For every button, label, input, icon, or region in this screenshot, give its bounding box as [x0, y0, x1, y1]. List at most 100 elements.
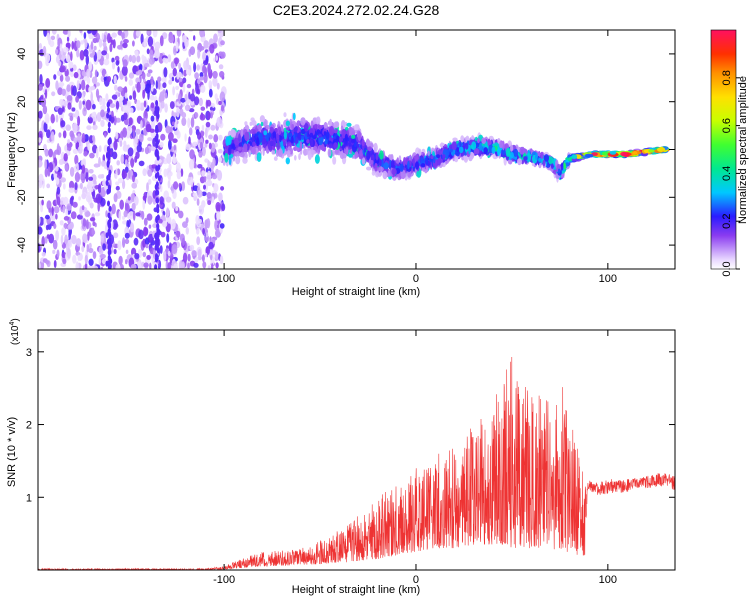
spectrogram-streak-cell	[108, 138, 112, 145]
spectrogram-signal-cell	[420, 163, 426, 168]
spectrogram-noise-cell	[203, 60, 209, 66]
spectrogram-streak-cell	[107, 254, 111, 261]
spectrogram-noise-cell	[60, 234, 64, 245]
spectrogram-noise-cell	[128, 79, 133, 86]
spectrogram-signal-cell	[437, 149, 442, 156]
spectrogram-noise-cell	[168, 35, 175, 44]
spectrogram-signal-cell	[557, 168, 561, 174]
spectrogram-noise-cell	[85, 171, 89, 183]
snr-xtick-label: 100	[599, 574, 617, 586]
spectrogram-signal-cell	[318, 135, 324, 146]
spectrogram-noise-cell	[85, 99, 92, 111]
colorbar-ticks: 0.0 0.2 0.4 0.6 0.8	[721, 70, 740, 277]
spectrogram-noise-cell	[85, 211, 91, 217]
spectrogram-noise-cell	[66, 247, 71, 259]
spectrogram-noise-cell	[95, 147, 99, 159]
spectrogram-noise-cell	[145, 123, 152, 133]
spectrogram-noise-cell	[100, 119, 105, 127]
spectrogram-noise-cell	[214, 219, 218, 231]
spectrogram-noise-cell	[72, 64, 77, 71]
spectrogram-noise-cell	[202, 261, 207, 269]
spectrogram-streak-cell	[107, 121, 111, 128]
spectrogram-noise-cell	[219, 71, 225, 78]
spectrogram-noise-cell	[42, 105, 48, 115]
spectrogram-noise-cell	[128, 156, 131, 163]
spectrogram-signal-cell	[333, 121, 339, 129]
spectrogram-noise-cell	[132, 174, 135, 183]
spectrogram-signal-cell	[234, 137, 240, 146]
spectrogram-noise-cell	[198, 150, 203, 158]
spectrogram-noise-cell	[202, 228, 206, 235]
spectrogram-noise-cell	[113, 232, 119, 239]
spectrogram-noise-cell	[212, 103, 215, 108]
spectrogram-noise-cell	[133, 195, 139, 206]
spectrogram-noise-cell	[188, 91, 191, 100]
figure-title: C2E3.2024.272.02.24.G28	[273, 2, 440, 18]
spectrogram-noise-cell	[131, 55, 137, 64]
spectrogram-noise-cell	[144, 146, 150, 155]
spectrogram-noise-cell	[116, 160, 120, 166]
spectrogram-noise-cell	[173, 144, 177, 151]
spectrogram-noise-cell	[215, 201, 221, 212]
spectrogram-noise-cell	[169, 101, 175, 110]
spectrogram-noise-cell	[133, 237, 139, 246]
spectrogram-noise-cell	[113, 193, 118, 203]
spectrogram-signal-cell	[265, 133, 269, 142]
spectrogram-noise-cell	[128, 117, 133, 126]
spectrogram-noise-cell	[94, 69, 98, 78]
spectrogram-noise-cell	[115, 117, 121, 123]
spectrogram-noise-cell	[43, 216, 46, 228]
spectrogram-signal-cell	[239, 152, 245, 158]
spectrogram-signal-cell	[378, 166, 384, 172]
spectrogram-xtick-label: 100	[599, 273, 617, 285]
spectrogram-noise-cell	[216, 170, 223, 181]
spectrogram-noise-cell	[84, 254, 88, 265]
spectrogram-noise-cell	[90, 91, 93, 102]
spectrogram-noise-cell	[102, 102, 105, 107]
spectrogram-noise-cell	[154, 50, 160, 59]
spectrogram-streak-cell	[107, 146, 110, 153]
spectrogram-noise-cell	[183, 60, 190, 71]
spectrogram-noise-cell	[62, 183, 66, 190]
spectrogram-signal-cell	[359, 150, 363, 157]
spectrogram-signal-cell	[309, 132, 314, 138]
spectrogram-noise-cell	[46, 200, 52, 210]
spectrogram-noise-cell	[166, 233, 170, 243]
spectrogram-signal-cell	[367, 146, 373, 152]
colorbar: 0.0 0.2 0.4 0.6 0.8 Normalized spectral ampl…	[710, 29, 749, 277]
spectrogram-noise-cell	[143, 100, 147, 108]
spectrogram-noise-cell	[178, 210, 184, 219]
spectrogram-noise-cell	[121, 170, 127, 179]
spectrogram-noise-cell	[91, 76, 98, 85]
spectrogram-streak-cell	[154, 184, 158, 190]
spectrogram-signal-cell	[276, 132, 280, 143]
spectrogram-signal-cell	[481, 137, 487, 144]
snr-panel: -100 0 100 1 2 3 Height of straight line (km)…	[6, 318, 676, 596]
spectrogram-noise-cell	[171, 201, 176, 209]
spectrogram-noise-cell	[127, 147, 134, 157]
spectrogram-noise-cell	[143, 226, 148, 237]
spectrogram-signal-cell	[287, 132, 293, 138]
spectrogram-noise-cell	[55, 80, 59, 91]
spectrogram-streak-cell	[156, 207, 160, 214]
spectrogram-noise-cell	[119, 140, 123, 147]
spectrogram-noise-cell	[196, 228, 200, 235]
spectrogram-noise-cell	[117, 86, 123, 92]
spectrogram-noise-cell	[206, 99, 212, 107]
spectrogram-noise-cell	[213, 183, 219, 193]
colorbar-label: Normalized spectral amplitude	[737, 76, 749, 224]
spectrogram-signal-cell	[300, 117, 306, 126]
spectrogram-noise-cell	[38, 137, 42, 143]
spectrogram-noise-cell	[117, 66, 120, 73]
spectrogram-noise-cell	[202, 51, 207, 61]
spectrogram-noise-cell	[166, 153, 172, 164]
spectrogram-noise-cell	[59, 74, 64, 82]
spectrogram-noise-cell	[51, 91, 56, 97]
spectrogram-signal-cell	[323, 122, 328, 129]
spectrogram-noise-cell	[168, 172, 171, 182]
spectrogram-noise-cell	[193, 262, 199, 268]
spectrogram-noise-cell	[75, 261, 79, 269]
spectrogram-streak-cell	[156, 171, 160, 178]
spectrogram-noise-cell	[51, 30, 57, 35]
spectrogram-signal-cell	[430, 155, 434, 160]
